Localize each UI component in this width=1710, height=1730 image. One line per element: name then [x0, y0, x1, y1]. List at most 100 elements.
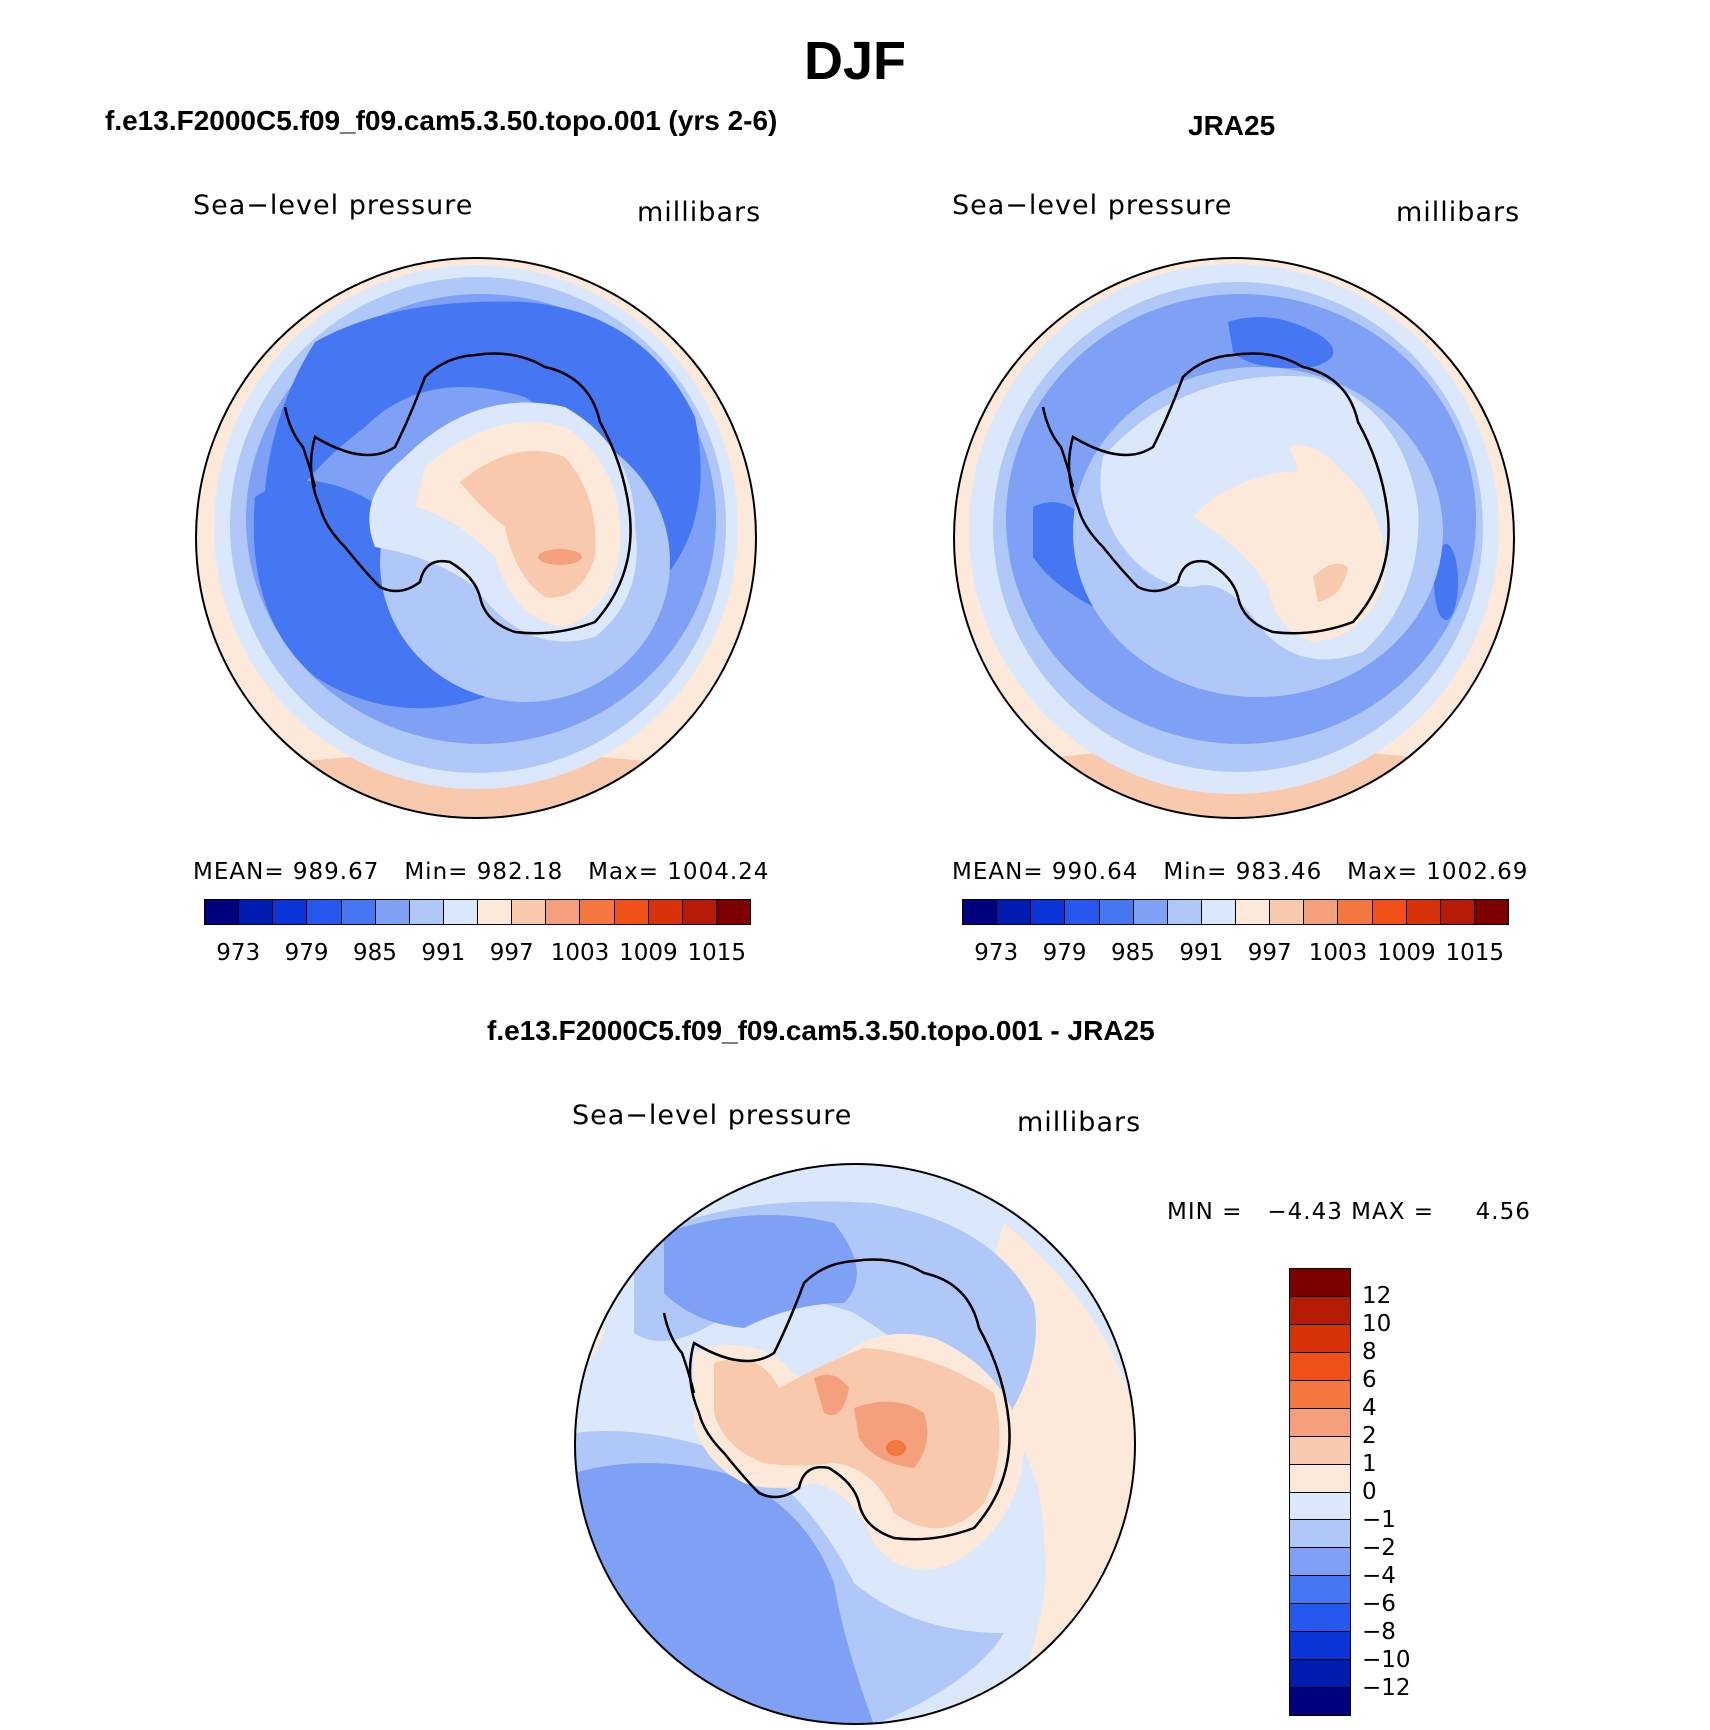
colorbar-swatch — [1099, 900, 1134, 924]
panel3-max-value: 4.56 — [1475, 1199, 1531, 1225]
colorbar-swatch — [1474, 900, 1508, 924]
colorbar-tick-label: 12 — [1362, 1283, 1392, 1309]
panel2-antarctica-coast — [1067, 352, 1390, 635]
panel1-peninsula — [283, 406, 317, 488]
colorbar-tick-label: 10 — [1362, 1311, 1392, 1337]
panel1-min-value: 982.18 — [476, 859, 564, 885]
colorbar-swatch — [205, 900, 240, 924]
panel1-max-value: 1004.24 — [667, 859, 770, 885]
colorbar-swatch — [478, 900, 513, 924]
panel1-contour-warm3-spot — [538, 549, 582, 565]
colorbar-swatch — [1290, 1632, 1350, 1661]
colorbar-swatch — [273, 900, 308, 924]
colorbar-tick-label: 1015 — [687, 940, 747, 966]
panel2-case-title: JRA25 — [1188, 110, 1276, 141]
panel3-contour-mid-north — [664, 1215, 857, 1328]
colorbar-swatch — [1031, 900, 1066, 924]
colorbar-swatch — [1440, 900, 1475, 924]
panel2-colorbar — [962, 899, 1509, 925]
panel3-minmax: MIN = −4.43 MAX = 4.56 — [1167, 1199, 1531, 1225]
panel2-contour-deep-north — [1228, 317, 1334, 368]
colorbar-swatch — [1167, 900, 1202, 924]
colorbar-swatch — [1201, 900, 1236, 924]
colorbar-swatch — [1372, 900, 1407, 924]
colorbar-tick-label: −1 — [1362, 1507, 1396, 1533]
colorbar-tick-label: −6 — [1362, 1591, 1396, 1617]
panel2-contour-warm1-inner — [1193, 444, 1385, 642]
panel3-colorbar-ticks: 12 10 8 6 4 2 1 0 −1 −2 −4 −6 −8 −10 −12 — [1362, 1268, 1442, 1716]
colorbar-tick-label: 1015 — [1445, 940, 1505, 966]
colorbar-swatch — [1065, 900, 1100, 924]
colorbar-tick-label: 0 — [1362, 1479, 1377, 1505]
colorbar-swatch — [341, 900, 376, 924]
panel2-contour-deep-east — [1434, 544, 1458, 620]
panel1-colorbar-ticks: 973 979 985 991 997 1003 1009 1015 — [204, 940, 751, 970]
colorbar-swatch — [1290, 1380, 1350, 1409]
panel3-case-title: f.e13.F2000C5.f09_f09.cam5.3.50.topo.001… — [487, 1015, 1155, 1046]
colorbar-tick-label: −4 — [1362, 1563, 1396, 1589]
colorbar-tick-label: 8 — [1362, 1339, 1377, 1365]
colorbar-swatch — [375, 900, 410, 924]
panel2-mean-value: 990.64 — [1051, 859, 1139, 885]
colorbar-swatch — [1304, 900, 1339, 924]
panel3-contour-warm3-center — [854, 1401, 928, 1468]
colorbar-swatch — [1290, 1352, 1350, 1381]
panel1-case-title: f.e13.F2000C5.f09_f09.cam5.3.50.topo.001… — [105, 105, 778, 136]
panel1-map-border — [195, 257, 757, 819]
panel3-units-label: millibars — [1017, 1107, 1142, 1138]
panel3-contour-warm4-spot — [886, 1440, 906, 1456]
panel1-variable-label: Sea−level pressure — [193, 190, 474, 221]
panel1-stats: MEAN= 989.67 Min= 982.18 Max= 1004.24 — [193, 859, 770, 885]
colorbar-swatch — [1290, 1688, 1350, 1715]
colorbar-swatch — [1338, 900, 1373, 924]
colorbar-tick-label: 6 — [1362, 1367, 1377, 1393]
colorbar-swatch — [307, 900, 342, 924]
colorbar-swatch — [1236, 900, 1271, 924]
colorbar-swatch — [1290, 1408, 1350, 1437]
panel3-antarctica-coast — [688, 1258, 1011, 1541]
colorbar-tick-label: 4 — [1362, 1395, 1377, 1421]
colorbar-swatch — [1290, 1269, 1350, 1297]
colorbar-swatch — [580, 900, 615, 924]
colorbar-swatch — [1290, 1660, 1350, 1689]
panel2-colorbar-ticks: 973 979 985 991 997 1003 1009 1015 — [962, 940, 1509, 970]
colorbar-swatch — [1290, 1296, 1350, 1325]
colorbar-tick-label: 985 — [352, 940, 397, 966]
colorbar-tick-label: 973 — [216, 940, 261, 966]
panel2-peninsula — [1041, 406, 1075, 488]
season-title: DJF — [803, 31, 906, 91]
panel1-contour-deep-band — [263, 301, 701, 577]
colorbar-tick-label: 991 — [421, 940, 466, 966]
colorbar-swatch — [1270, 900, 1305, 924]
colorbar-swatch — [546, 900, 581, 924]
colorbar-swatch — [682, 900, 717, 924]
panel3-colorbar — [1289, 1268, 1351, 1716]
panel1-polar-map — [195, 257, 757, 819]
colorbar-swatch — [963, 900, 998, 924]
panel2-polar-map — [953, 257, 1515, 819]
colorbar-tick-label: 991 — [1179, 940, 1224, 966]
colorbar-swatch — [1133, 900, 1168, 924]
colorbar-tick-label: 1003 — [550, 940, 610, 966]
colorbar-swatch — [1406, 900, 1441, 924]
colorbar-tick-label: 979 — [284, 940, 329, 966]
colorbar-tick-label: 997 — [1247, 940, 1292, 966]
colorbar-swatch — [716, 900, 750, 924]
panel2-max-value: 1002.69 — [1426, 859, 1529, 885]
colorbar-tick-label: −12 — [1362, 1675, 1411, 1701]
panel3-min-value: −4.43 — [1267, 1199, 1343, 1225]
colorbar-tick-label: 985 — [1110, 940, 1155, 966]
panel3-peninsula — [662, 1312, 696, 1394]
colorbar-swatch — [239, 900, 274, 924]
panel1-antarctica-coast — [309, 352, 632, 635]
colorbar-tick-label: 997 — [489, 940, 534, 966]
colorbar-swatch — [1290, 1576, 1350, 1605]
colorbar-tick-label: 1 — [1362, 1451, 1377, 1477]
panel2-stats: MEAN= 990.64 Min= 983.46 Max= 1002.69 — [952, 859, 1529, 885]
colorbar-tick-label: 1009 — [619, 940, 678, 966]
panel3-polar-map — [574, 1163, 1136, 1725]
panel1-colorbar — [204, 899, 751, 925]
colorbar-swatch — [1290, 1548, 1350, 1577]
colorbar-tick-label: 979 — [1042, 940, 1087, 966]
colorbar-tick-label: −10 — [1362, 1647, 1411, 1673]
